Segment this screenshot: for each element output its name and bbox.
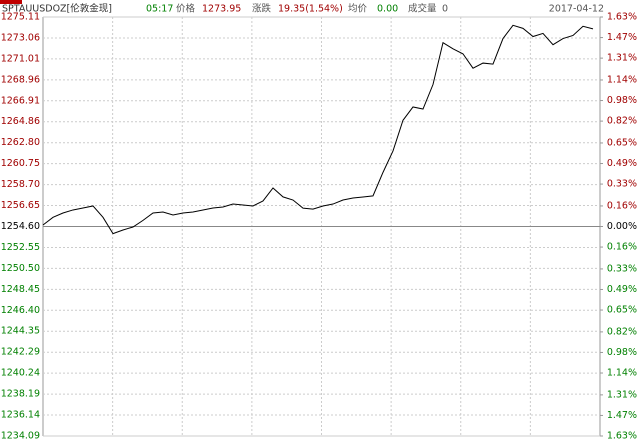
y2-tick-label: 0.49% [607,158,637,169]
y-tick-label: 1275.11 [1,12,40,23]
symbol: SPTAUUSDOZ[伦敦金现] [2,3,112,15]
y-tick-label: 1262.80 [1,137,40,148]
y2-tick-label: 0.98% [607,95,637,106]
y2-tick-label: 0.98% [607,347,637,358]
y2-tick-label: 0.16% [607,242,637,253]
y2-tick-label: 0.16% [607,200,637,211]
y-tick-label: 1256.65 [1,200,40,211]
y-tick-label: 1240.24 [1,368,40,379]
y-tick-label: 1268.96 [1,74,40,85]
y-tick-label: 1252.55 [1,242,40,253]
y2-tick-label: 1.14% [607,74,637,85]
y-tick-label: 1244.35 [1,326,40,337]
y2-tick-label: 0.33% [607,263,637,274]
y-tick-label: 1248.45 [1,284,40,295]
corner-mark [0,0,22,4]
y-tick-label: 1258.70 [1,179,40,190]
header: SPTAUUSDOZ[伦敦金现] 05:17 价格 1273.95 涨跌 19.… [2,3,604,15]
price-line [42,24,594,235]
y2-tick-label: 0.00% [607,221,637,232]
y2-tick-label: 1.47% [607,32,637,43]
change-label: 涨跌 [252,3,272,15]
y-tick-label: 1273.06 [1,32,40,43]
y-tick-label: 1264.86 [1,116,40,127]
y2-tick-label: 0.65% [607,137,637,148]
y2-tick-label: 0.82% [607,326,637,337]
y-tick-label: 1250.50 [1,263,40,274]
y-tick-label: 1254.60 [1,221,40,232]
y-tick-label: 1266.91 [1,95,40,106]
y2-tick-label: 1.63% [607,431,637,441]
y2-tick-label: 1.47% [607,410,637,421]
y-tick-label: 1238.19 [1,389,40,400]
volume-label: 成交量 [408,3,437,15]
price: 1273.95 [202,4,241,15]
date: 2017-04-12 [549,4,604,15]
y2-tick-label: 1.31% [607,389,637,400]
price-label: 价格 [176,3,196,15]
y2-tick-label: 1.31% [607,53,637,64]
change: 19.35(1.54%) [278,4,343,15]
y-tick-label: 1234.09 [1,431,40,441]
y-tick-label: 1260.75 [1,158,40,169]
y2-tick-label: 0.49% [607,284,637,295]
y2-tick-label: 1.14% [607,368,637,379]
y2-tick-label: 0.65% [607,305,637,316]
avg-label: 均价 [348,3,368,15]
y-tick-label: 1271.01 [1,53,40,64]
volume: 0 [442,4,448,15]
y-tick-label: 1246.40 [1,305,40,316]
y2-tick-label: 0.33% [607,179,637,190]
time: 05:17 [146,4,173,15]
y-tick-label: 1236.14 [1,410,40,421]
y2-tick-label: 1.63% [607,12,637,23]
avg: 0.00 [377,4,398,15]
y-tick-label: 1242.29 [1,347,40,358]
y2-tick-label: 0.82% [607,116,637,127]
